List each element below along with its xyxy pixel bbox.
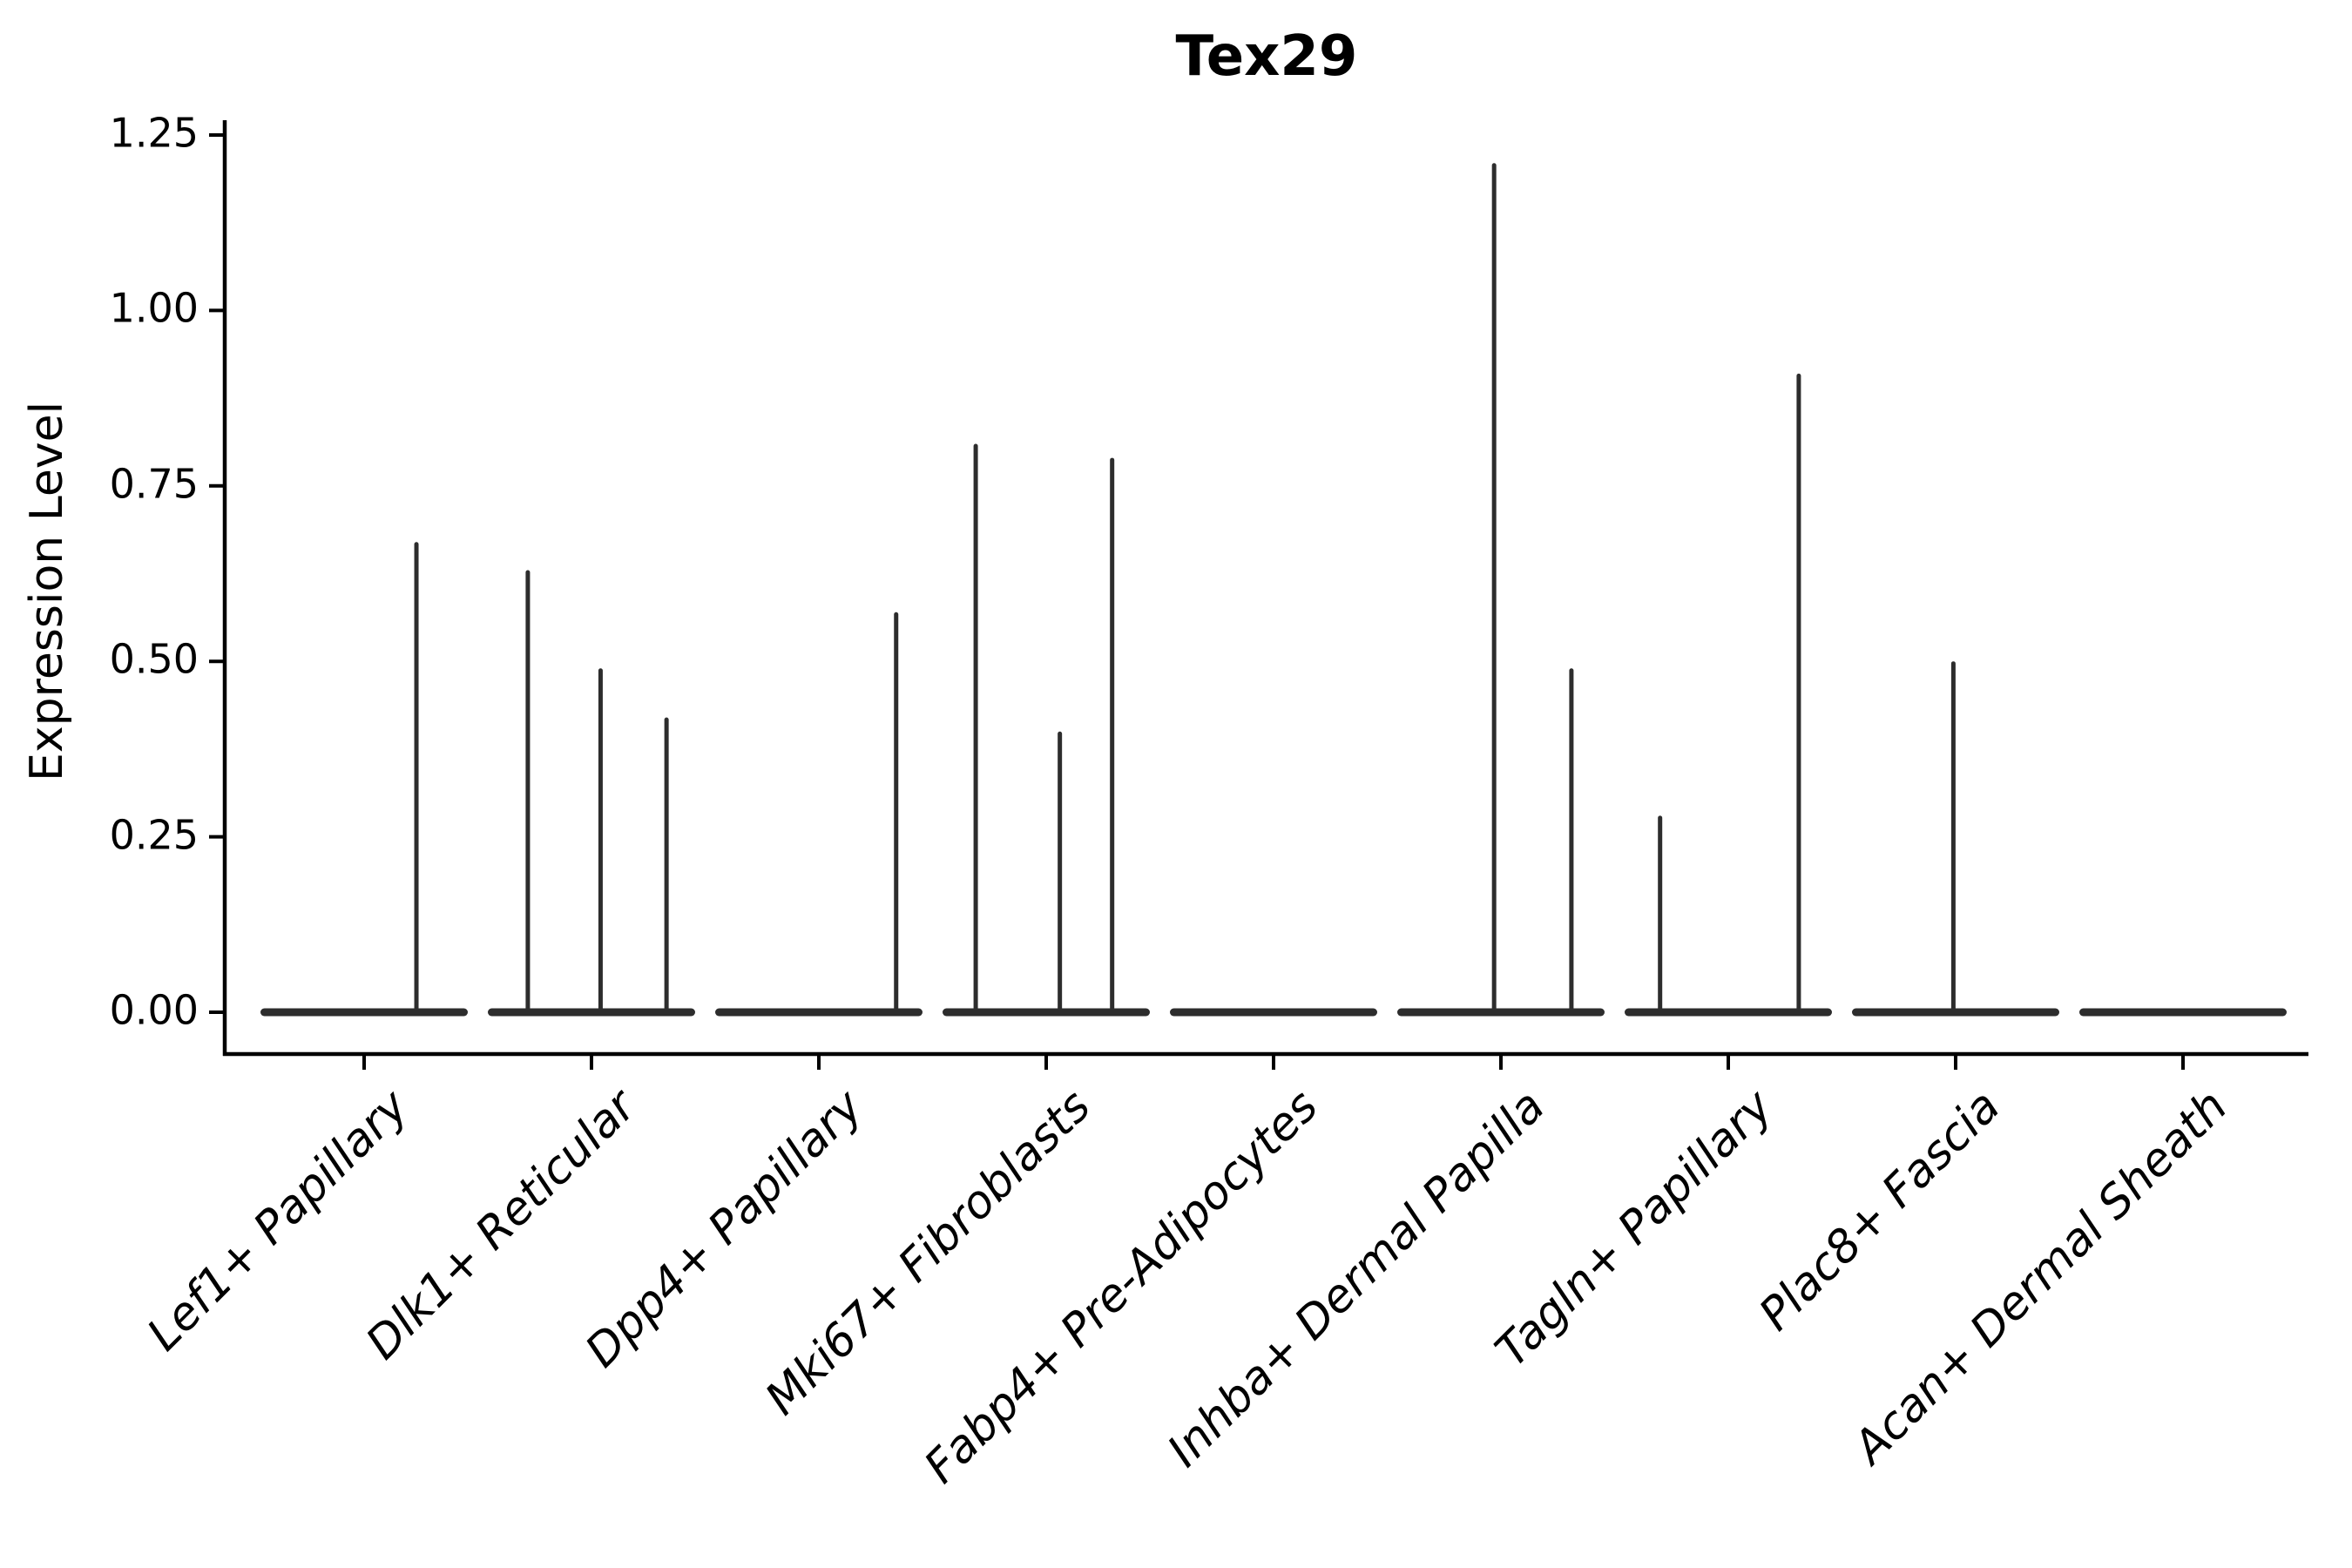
chart-title: Tex29	[1175, 24, 1358, 89]
y-tick-label: 0.00	[109, 986, 199, 1034]
y-tick-label: 0.25	[109, 810, 199, 858]
y-tick-label: 0.50	[109, 635, 199, 683]
violin-baseline	[1397, 1008, 1605, 1017]
violin-baseline	[488, 1008, 695, 1017]
y-tick-label: 1.00	[109, 284, 199, 332]
y-tick-label: 1.25	[109, 109, 199, 157]
violin-baseline	[1170, 1008, 1377, 1017]
violin-baseline	[1852, 1008, 2059, 1017]
violin-baseline	[943, 1008, 1150, 1017]
violin-baseline	[1625, 1008, 1832, 1017]
violin-baseline	[260, 1008, 468, 1017]
y-axis-title: Expression Level	[21, 401, 73, 782]
violin-baseline	[2079, 1008, 2287, 1017]
violin-baseline	[715, 1008, 923, 1017]
y-tick-label: 0.75	[109, 460, 199, 508]
